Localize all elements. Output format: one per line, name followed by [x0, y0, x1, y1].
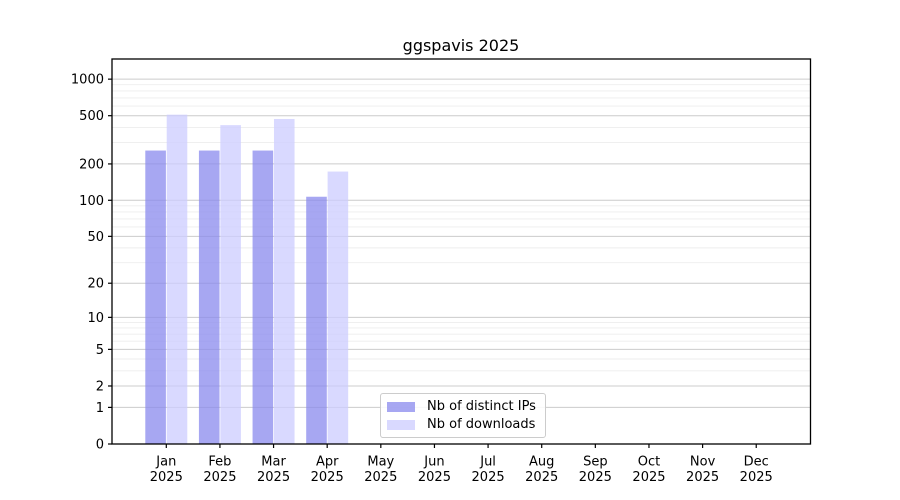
bar-downloads-jan [166, 114, 188, 444]
x-tick-label-year: 2025 [418, 470, 451, 485]
legend-entry-downloads: Nb of downloads [387, 417, 536, 432]
x-tick-label-year: 2025 [150, 470, 183, 485]
y-tick-label: 1 [96, 401, 104, 416]
x-tick-label-year: 2025 [740, 470, 773, 485]
legend-swatch-downloads [387, 419, 415, 430]
x-tick-label-month: Sep [583, 455, 608, 470]
bar-distinct-ips-jan [145, 150, 166, 444]
legend-entry-distinct-ips: Nb of distinct IPs [387, 399, 536, 414]
y-tick-label: 1000 [71, 73, 104, 88]
x-tick-label-month: Jul [479, 455, 496, 470]
y-tick-label: 200 [79, 157, 104, 172]
x-tick-label-month: Apr [316, 455, 339, 470]
x-tick-label-month: Jan [155, 455, 176, 470]
x-tick-label-month: Jun [423, 455, 444, 470]
x-tick-label-month: Aug [529, 455, 554, 470]
x-tick-label-month: Dec [744, 455, 769, 470]
y-tick-label: 0 [96, 438, 104, 453]
x-tick-label-year: 2025 [364, 470, 397, 485]
bar-distinct-ips-feb [198, 150, 220, 444]
y-tick-label: 50 [87, 230, 104, 245]
x-tick-label-year: 2025 [579, 470, 612, 485]
x-tick-label-year: 2025 [686, 470, 719, 485]
legend-label-distinct-ips: Nb of distinct IPs [427, 399, 536, 414]
x-tick-label-month: Oct [638, 455, 660, 470]
legend-label-downloads: Nb of downloads [427, 417, 536, 432]
y-tick-label: 500 [79, 109, 104, 124]
x-tick-label-year: 2025 [203, 470, 236, 485]
bar-downloads-apr [327, 171, 349, 445]
plot-border [111, 58, 812, 445]
x-tick-label-month: Feb [208, 455, 231, 470]
chart-title: ggspavis 2025 [402, 36, 520, 55]
x-tick-label-month: Nov [690, 455, 716, 470]
y-tick-label: 2 [96, 379, 104, 394]
x-tick-label-year: 2025 [632, 470, 665, 485]
y-tick-label: 20 [87, 277, 104, 292]
x-tick-label-year: 2025 [311, 470, 344, 485]
bar-downloads-feb [220, 125, 241, 444]
x-tick-label-month: Mar [261, 455, 286, 470]
legend: Nb of distinct IPs Nb of downloads [380, 393, 546, 438]
x-tick-label-year: 2025 [257, 470, 290, 485]
x-tick-label-month: May [367, 455, 394, 470]
bar-downloads-mar [273, 118, 295, 445]
bar-distinct-ips-mar [252, 150, 274, 444]
y-tick-label: 10 [87, 311, 104, 326]
bar-distinct-ips-apr [306, 196, 327, 444]
x-tick-label-year: 2025 [525, 470, 558, 485]
y-tick-label: 100 [79, 194, 104, 209]
legend-swatch-distinct-ips [387, 401, 415, 412]
y-tick-label: 5 [96, 343, 104, 358]
x-tick-label-year: 2025 [472, 470, 505, 485]
